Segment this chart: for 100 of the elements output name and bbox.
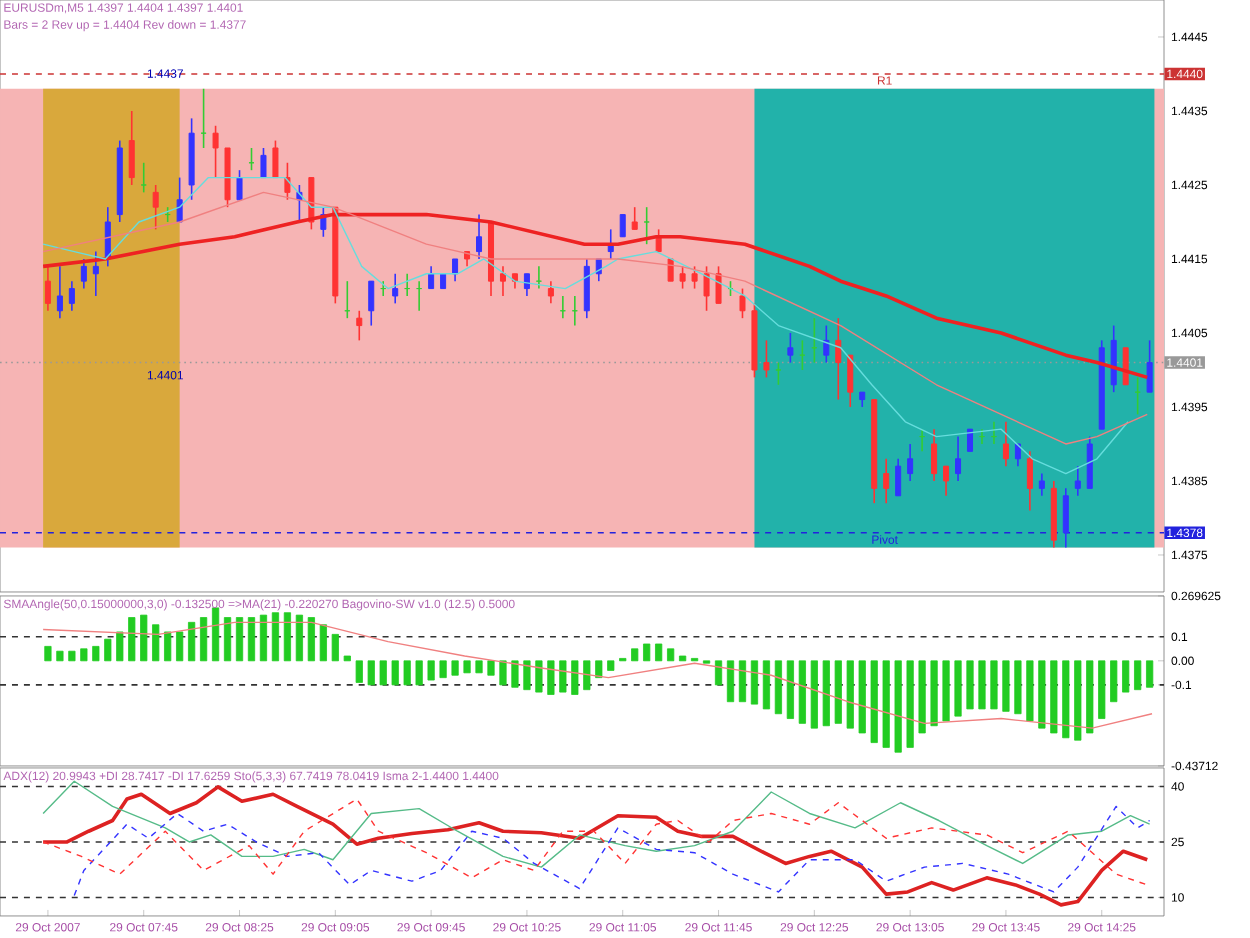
candlestick — [931, 428, 938, 482]
bar — [942, 660, 950, 722]
bar — [56, 650, 64, 662]
candlestick — [368, 280, 375, 327]
bar — [451, 660, 459, 676]
candlestick — [452, 258, 459, 282]
bar — [128, 617, 136, 662]
bar — [307, 617, 315, 662]
bar — [834, 660, 842, 724]
bar — [68, 650, 76, 662]
candlestick — [703, 265, 710, 312]
bar — [1074, 660, 1082, 741]
candlestick — [80, 258, 87, 290]
line-series — [73, 805, 1151, 897]
candlestick — [1086, 435, 1093, 490]
bar — [1110, 660, 1118, 703]
candlestick — [272, 139, 279, 179]
bar — [487, 660, 495, 676]
bar — [631, 648, 639, 662]
bar — [343, 655, 351, 662]
candlestick — [883, 457, 890, 504]
bar — [1050, 660, 1058, 734]
bar — [1062, 660, 1070, 739]
bar — [92, 645, 100, 662]
bar — [116, 631, 124, 662]
candlestick — [1146, 339, 1153, 393]
bar — [1098, 660, 1106, 719]
candlestick — [260, 147, 267, 179]
candlestick — [619, 213, 626, 238]
candlestick — [68, 280, 75, 312]
candlestick — [679, 265, 686, 290]
bar — [80, 648, 88, 662]
bar — [223, 617, 232, 662]
bar — [1014, 660, 1022, 715]
candlestick — [1110, 324, 1117, 393]
candlestick — [236, 169, 243, 201]
bar — [427, 660, 435, 681]
bar — [966, 660, 974, 710]
line-series — [41, 785, 1150, 907]
bar — [750, 660, 759, 705]
bar — [786, 660, 794, 719]
bar — [247, 617, 256, 662]
candlestick — [128, 110, 135, 186]
candlestick — [92, 250, 99, 297]
candlestick — [1014, 443, 1021, 467]
bar — [511, 660, 519, 688]
candlestick — [775, 361, 782, 386]
bar — [152, 624, 160, 662]
candlestick — [152, 184, 159, 231]
bar — [355, 660, 363, 683]
bar — [1134, 660, 1142, 691]
candlestick — [1002, 420, 1009, 467]
bar — [583, 660, 591, 691]
bar — [379, 660, 387, 686]
bar — [283, 612, 292, 662]
bar — [607, 660, 615, 671]
candlestick — [715, 265, 722, 305]
candlestick — [1122, 346, 1129, 386]
bar — [188, 621, 196, 662]
bar — [1146, 660, 1154, 688]
bar — [1122, 660, 1130, 693]
bar — [954, 660, 962, 717]
bar — [403, 660, 411, 686]
candlestick — [823, 324, 830, 364]
bar — [571, 660, 579, 695]
bar — [990, 660, 998, 710]
bar — [1026, 660, 1034, 722]
bar — [762, 660, 771, 710]
bar — [547, 660, 555, 695]
bar — [655, 643, 663, 662]
candlestick — [476, 213, 483, 260]
bar — [367, 660, 375, 686]
candlestick — [499, 265, 506, 297]
bar — [559, 660, 567, 693]
candlestick — [356, 309, 363, 342]
candlestick — [787, 332, 794, 364]
bar — [319, 624, 327, 662]
candlestick — [428, 265, 435, 290]
candlestick — [967, 428, 974, 452]
candlestick — [392, 272, 399, 305]
bar — [774, 660, 783, 715]
candlestick — [955, 435, 962, 482]
bar — [1086, 660, 1094, 734]
bar — [714, 660, 723, 686]
candlestick — [44, 265, 51, 312]
bar — [523, 660, 531, 691]
bar — [475, 660, 483, 674]
candlestick — [907, 443, 914, 482]
bar — [930, 660, 938, 727]
bar — [200, 617, 208, 662]
bar — [906, 660, 914, 748]
bar — [391, 660, 399, 686]
bar — [499, 660, 507, 686]
bar — [1002, 660, 1010, 712]
bar — [271, 612, 280, 662]
bar — [858, 660, 866, 734]
candlestick — [212, 124, 219, 179]
candlestick — [284, 161, 291, 201]
candlestick — [643, 206, 650, 245]
candlestick — [1074, 465, 1081, 497]
